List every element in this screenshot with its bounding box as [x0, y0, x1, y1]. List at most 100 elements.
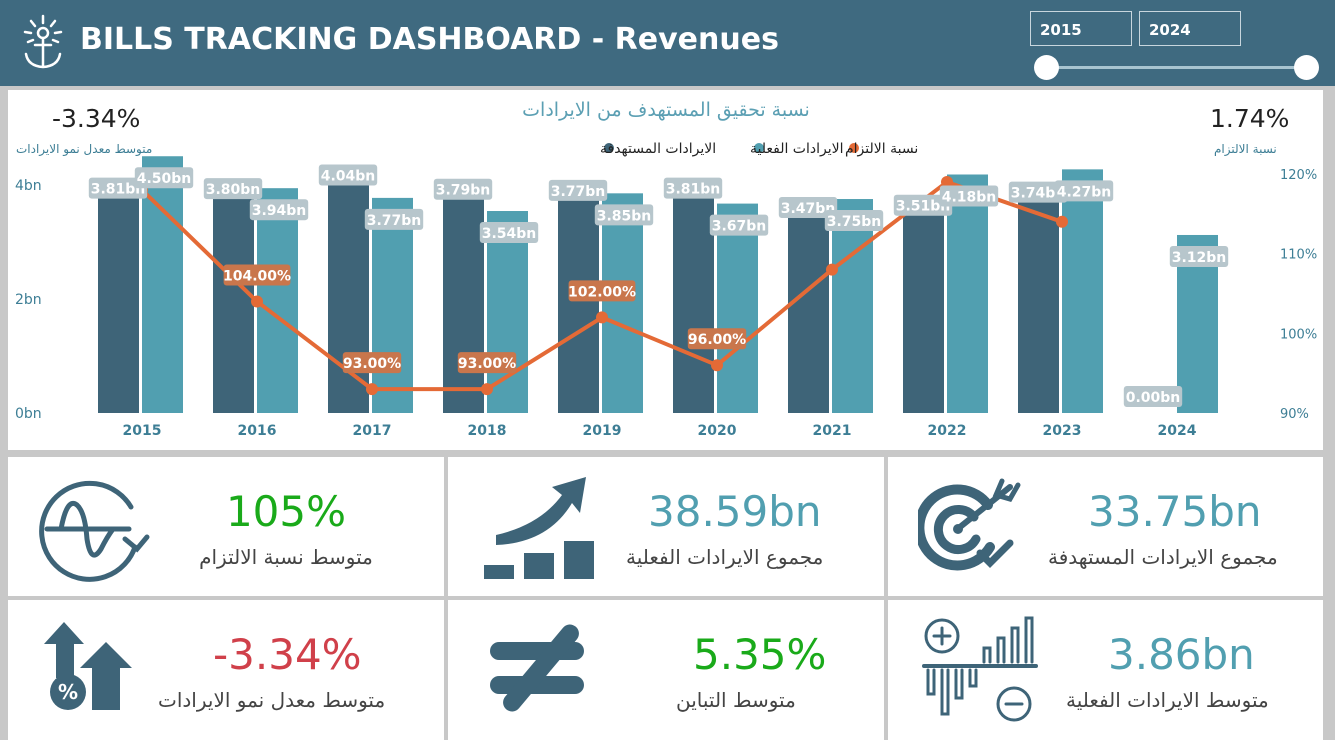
x-tick-label: 2019: [583, 423, 622, 439]
actual-data-label-bg: [824, 210, 884, 232]
bar-actual: [257, 188, 298, 413]
bar-actual: [487, 211, 528, 413]
year-to-box[interactable]: 2024: [1139, 11, 1241, 46]
bar-actual: [602, 193, 643, 413]
compliance-point: [941, 175, 953, 188]
compliance-data-label: 96.00%: [688, 332, 746, 348]
compliance-point: [826, 263, 838, 276]
year-from-box[interactable]: 2015: [1030, 11, 1132, 46]
compliance-data-label: 93.00%: [458, 356, 516, 372]
kpi-card-variance: 5.35% متوسط التباين: [448, 600, 884, 740]
year-slider-track[interactable]: [1047, 66, 1306, 69]
bar-target: [1018, 199, 1059, 413]
y-right-tick-label: 100%: [1280, 327, 1317, 342]
kpi-label-variance: متوسط التباين: [676, 688, 796, 712]
actual-data-label: 4.50bn: [137, 171, 192, 187]
bar-target: [558, 197, 599, 413]
header-bar: BILLS TRACKING DASHBOARD - Revenues 2015…: [0, 0, 1335, 86]
compliance-rate-value: 1.74%: [1210, 104, 1290, 133]
kpi-card-target-total: 33.75bn مجموع الايرادات المستهدفة: [888, 457, 1323, 596]
bar-actual: [1062, 169, 1103, 413]
actual-data-label-bg: [594, 204, 654, 226]
legend-label: الايرادات المستهدفة: [600, 141, 716, 157]
chart-panel: -3.34% متوسط معدل نمو الايرادات 1.74% نس…: [8, 90, 1323, 450]
legend-marker: [754, 143, 764, 153]
dashboard-title: BILLS TRACKING DASHBOARD - Revenues: [80, 22, 779, 57]
kpi-label-actual-average: متوسط الايرادات الفعلية: [1066, 688, 1269, 712]
actual-data-label-bg: [134, 167, 194, 189]
kpi-value-actual-average: 3.86bn: [1108, 630, 1255, 679]
legend-label: الايرادات الفعلية: [750, 141, 844, 157]
x-tick-label: 2018: [468, 423, 507, 439]
target-data-label-bg: [663, 177, 723, 199]
compliance-point: [481, 383, 493, 396]
growth-rate-label: متوسط معدل نمو الايرادات: [16, 142, 153, 156]
kpi-label-target-total: مجموع الايرادات المستهدفة: [1048, 545, 1278, 569]
kpi-card-growth: % -3.34% متوسط معدل نمو الايرادات: [8, 600, 444, 740]
target-data-label: 3.79bn: [436, 183, 491, 199]
kpi-label-actual-total: مجموع الايرادات الفعلية: [626, 545, 824, 569]
target-data-label-bg: [1123, 386, 1183, 407]
compliance-point: [711, 359, 723, 372]
target-data-label: 3.47bn: [781, 201, 836, 217]
compliance-data-label-bg: [687, 328, 747, 350]
x-tick-label: 2022: [928, 423, 967, 439]
x-tick-label: 2017: [353, 423, 392, 439]
y-left-tick-label: 4bn: [15, 178, 42, 194]
x-tick-label: 2015: [123, 423, 162, 439]
x-tick-label: 2020: [698, 423, 737, 439]
compliance-point: [366, 383, 378, 396]
bar-target: [98, 195, 139, 413]
compliance-data-label-bg: [568, 280, 636, 302]
y-left-tick-label: 0bn: [15, 406, 42, 422]
y-left-tick-label: 2bn: [15, 292, 42, 308]
target-data-label: 3.81bn: [91, 182, 146, 198]
compliance-data-label: 102.00%: [568, 284, 636, 300]
bar-target: [673, 195, 714, 413]
actual-data-label-bg: [939, 185, 999, 207]
year-slider-end-handle[interactable]: [1294, 55, 1319, 80]
actual-data-label: 3.75bn: [827, 214, 882, 230]
wave-cycle-icon: [39, 480, 150, 582]
revenue-chart: نسبة تحقيق المستهدف من الايرادات نسبة الا…: [15, 99, 1317, 439]
growth-rate-value: -3.34%: [52, 104, 141, 133]
kpi-value-variance: 5.35%: [693, 630, 827, 679]
target-data-label-bg: [893, 194, 953, 216]
y-right-tick-label: 110%: [1280, 248, 1317, 263]
x-tick-label: 2023: [1043, 423, 1082, 439]
actual-data-label-bg: [249, 199, 309, 221]
compliance-point: [251, 295, 263, 308]
compliance-rate-label: نسبة الالتزام: [1214, 142, 1277, 156]
actual-data-label: 3.77bn: [367, 213, 422, 229]
compliance-data-label: 93.00%: [343, 356, 401, 372]
actual-data-label: 3.94bn: [252, 203, 307, 219]
target-data-label-bg: [1008, 181, 1068, 203]
kpi-card-compliance: 105% متوسط نسبة الالتزام: [8, 457, 444, 596]
target-data-label: 0.00bn: [1126, 390, 1181, 406]
plus-minus-bars-icon: [922, 616, 1038, 722]
bar-actual: [947, 174, 988, 413]
kpi-label-growth: متوسط معدل نمو الايرادات: [158, 688, 386, 712]
bar-actual: [832, 199, 873, 413]
compliance-point: [1056, 215, 1068, 228]
legend-label: نسبة الالتزام: [845, 141, 918, 157]
kpi-card-actual-total: 38.59bn مجموع الايرادات الفعلية: [448, 457, 884, 596]
compliance-data-label-bg: [223, 264, 291, 286]
actual-data-label: 3.54bn: [482, 226, 537, 242]
target-data-label: 3.74bn: [1011, 186, 1066, 202]
legend-marker: [604, 143, 614, 153]
x-tick-label: 2024: [1158, 423, 1197, 439]
kpi-value-growth: -3.34%: [213, 630, 362, 679]
target-data-label-bg: [318, 164, 378, 186]
actual-data-label-bg: [709, 214, 769, 236]
target-data-label-bg: [433, 178, 493, 200]
actual-data-label-bg: [1169, 245, 1229, 267]
bar-target: [903, 212, 944, 413]
kpi-value-target-total: 33.75bn: [1088, 487, 1262, 536]
y-right-tick-label: 90%: [1280, 407, 1309, 422]
kpi-card-actual-average: 3.86bn متوسط الايرادات الفعلية: [888, 600, 1323, 740]
target-icon: [918, 478, 1021, 571]
year-slider-start-handle[interactable]: [1034, 55, 1059, 80]
target-data-label-bg: [548, 179, 608, 201]
target-data-label: 3.77bn: [551, 184, 606, 200]
